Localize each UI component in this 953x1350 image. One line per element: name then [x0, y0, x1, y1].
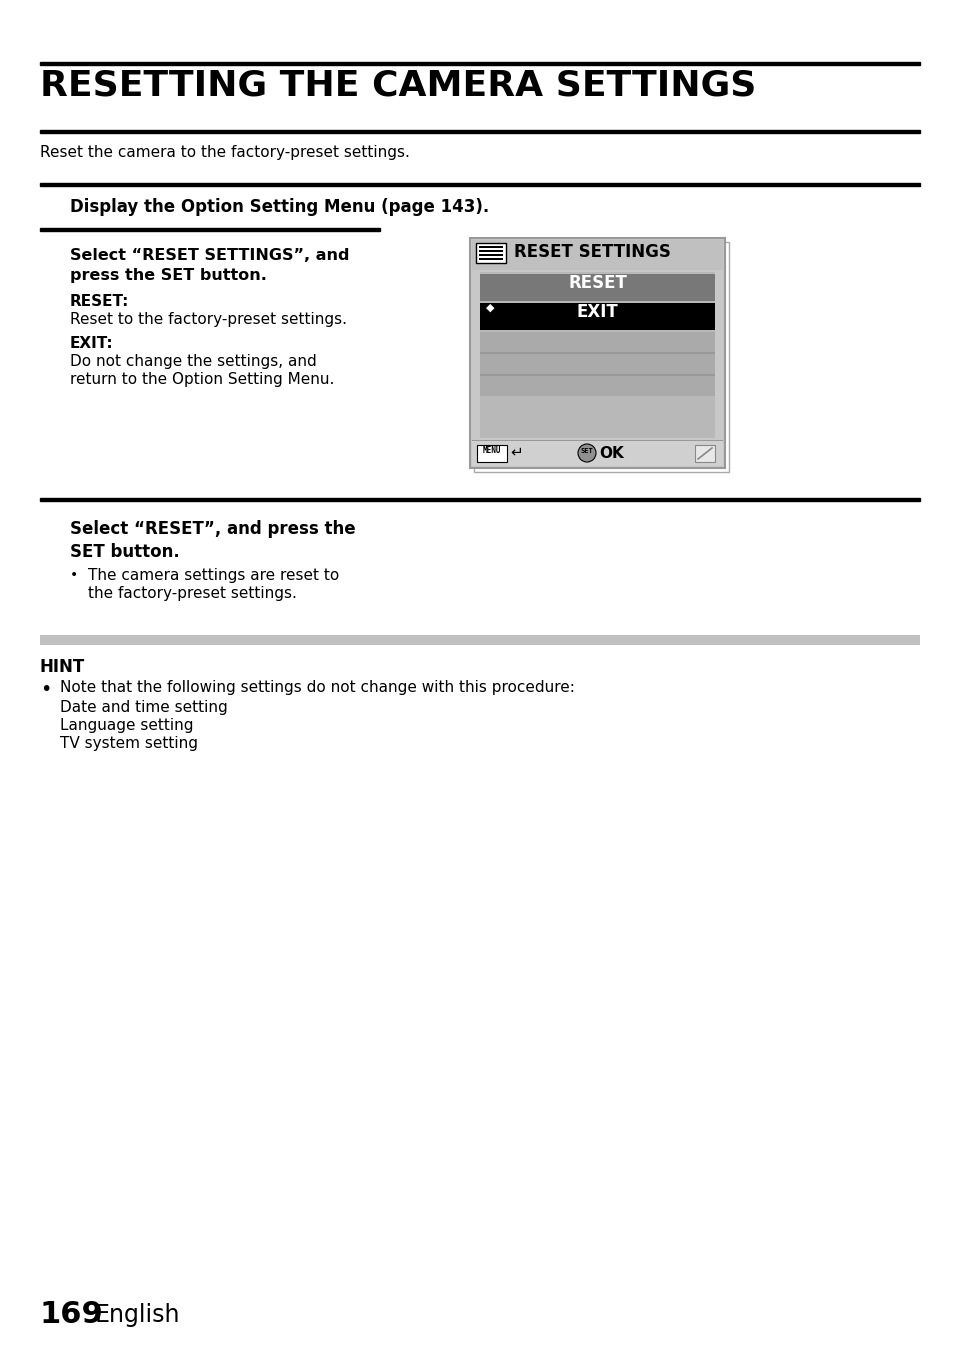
Text: Reset to the factory-preset settings.: Reset to the factory-preset settings.	[70, 312, 347, 327]
Text: RESET SETTINGS: RESET SETTINGS	[514, 243, 670, 261]
Text: SET: SET	[580, 448, 593, 454]
Text: •: •	[40, 680, 51, 699]
Bar	[479, 354, 714, 374]
Bar	[40, 228, 379, 231]
Text: Do not change the settings, and: Do not change the settings, and	[70, 354, 316, 369]
Bar	[479, 332, 714, 352]
Text: RESET: RESET	[567, 274, 626, 292]
Bar	[474, 242, 728, 472]
Text: Date and time setting: Date and time setting	[60, 701, 228, 716]
Text: the factory-preset settings.: the factory-preset settings.	[88, 586, 296, 601]
Bar	[470, 238, 724, 468]
Bar	[476, 243, 505, 263]
Bar	[478, 250, 502, 252]
Bar	[479, 374, 714, 377]
Bar	[478, 246, 502, 248]
Bar	[472, 440, 722, 466]
Text: English: English	[95, 1303, 180, 1327]
Text: Note that the following settings do not change with this procedure:: Note that the following settings do not …	[60, 680, 575, 695]
Bar	[695, 446, 714, 462]
Text: EXIT: EXIT	[576, 302, 618, 321]
Bar	[479, 377, 714, 396]
Bar	[478, 258, 502, 261]
Text: •: •	[70, 568, 78, 582]
Text: TV system setting: TV system setting	[60, 736, 198, 751]
Text: 169: 169	[40, 1300, 104, 1328]
Bar	[479, 274, 714, 301]
Circle shape	[578, 444, 596, 462]
Bar	[472, 240, 722, 270]
Text: Select “RESET SETTINGS”, and: Select “RESET SETTINGS”, and	[70, 248, 349, 263]
Text: ◆: ◆	[485, 302, 494, 313]
Text: ↵: ↵	[510, 444, 522, 459]
Text: MENU: MENU	[482, 446, 500, 455]
Text: The camera settings are reset to: The camera settings are reset to	[88, 568, 339, 583]
Bar	[40, 634, 919, 645]
Text: Select “RESET”, and press the: Select “RESET”, and press the	[70, 520, 355, 539]
Bar	[40, 498, 919, 501]
Text: Language setting: Language setting	[60, 718, 193, 733]
Bar	[40, 62, 919, 65]
Text: Reset the camera to the factory-preset settings.: Reset the camera to the factory-preset s…	[40, 144, 410, 161]
Text: HINT: HINT	[40, 657, 85, 676]
Text: Display the Option Setting Menu (page 143).: Display the Option Setting Menu (page 14…	[70, 198, 489, 216]
Text: SET button.: SET button.	[70, 543, 179, 562]
Text: return to the Option Setting Menu.: return to the Option Setting Menu.	[70, 373, 334, 387]
Text: RESETTING THE CAMERA SETTINGS: RESETTING THE CAMERA SETTINGS	[40, 68, 756, 103]
Text: OK: OK	[598, 446, 623, 460]
Text: RESET:: RESET:	[70, 294, 130, 309]
Bar	[479, 302, 714, 329]
Bar	[479, 271, 714, 437]
Text: press the SET button.: press the SET button.	[70, 269, 267, 284]
Bar	[40, 184, 919, 186]
Text: EXIT:: EXIT:	[70, 336, 113, 351]
Bar	[476, 446, 506, 462]
Bar	[478, 254, 502, 256]
Bar	[40, 130, 919, 134]
Bar	[479, 352, 714, 354]
